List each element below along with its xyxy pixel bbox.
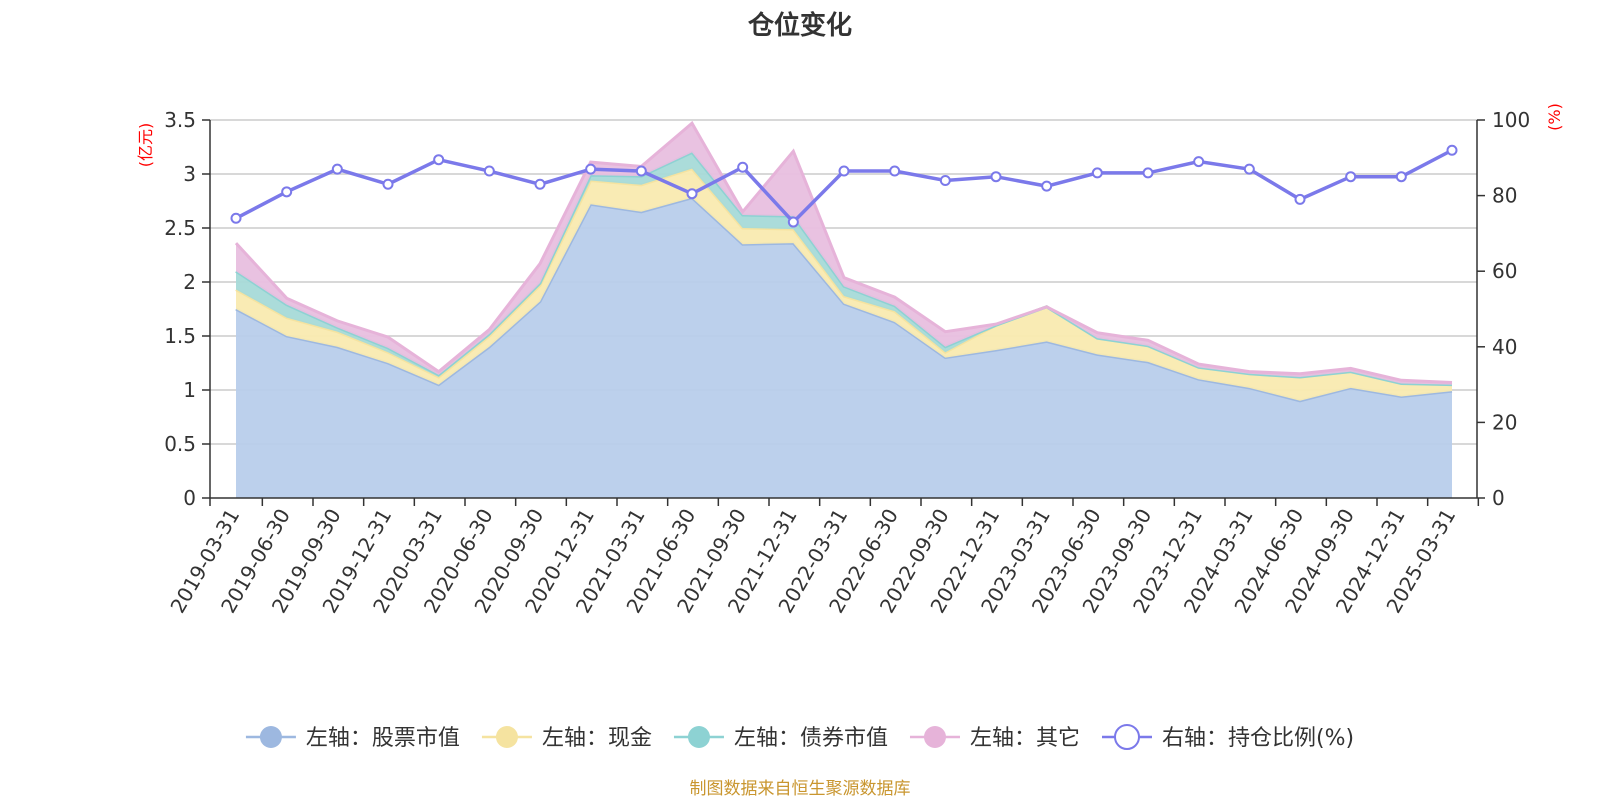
ratio-point[interactable] [1446,144,1458,156]
legend-marker [923,726,946,748]
right-tick-label: 40 [1492,335,1517,359]
right-tick-label: 100 [1492,108,1530,132]
ratio-point[interactable] [1243,163,1255,175]
stacked-areas [234,120,1453,498]
right-axis-unit: (%) [1545,103,1564,131]
ratio-point[interactable] [382,178,394,190]
ratio-point[interactable] [433,154,445,166]
right-tick-label: 80 [1492,184,1517,208]
legend-item-1[interactable]: 左轴：现金 [481,726,652,751]
left-tick-label: 0 [183,486,196,510]
ratio-point[interactable] [1395,171,1407,183]
left-tick-label: 0.5 [164,432,196,456]
ratio-point[interactable] [1294,193,1306,205]
left-tick-label: 2.5 [164,216,196,240]
ratio-line [235,148,1453,225]
legend-marker [1113,724,1140,750]
ratio-point[interactable] [534,178,546,190]
ratio-line-layer [230,144,1458,228]
legend-item-3[interactable]: 左轴：其它 [909,726,1080,751]
ratio-point[interactable] [787,216,799,228]
legend-item-4[interactable]: 右轴：持仓比例(%) [1101,724,1354,751]
left-tick-label: 2 [183,270,196,294]
ratio-point[interactable] [686,188,698,200]
ratio-point[interactable] [1193,156,1205,168]
ratio-point[interactable] [939,174,951,186]
ratio-point[interactable] [635,165,647,177]
right-tick-label: 60 [1492,259,1517,283]
ratio-point[interactable] [585,163,597,175]
legend-label: 左轴：债券市值 [734,726,888,751]
ratio-point[interactable] [737,161,749,173]
ratio-point[interactable] [990,171,1002,183]
legend-marker [259,726,282,748]
left-tick-label: 1 [183,378,196,402]
legend-marker [687,726,710,748]
legend-label: 左轴：其它 [970,726,1080,751]
source-note: 制图数据来自恒生聚源数据库 [690,779,911,799]
legend-label: 右轴：持仓比例(%) [1162,726,1354,751]
legend-marker [495,726,518,748]
ratio-point[interactable] [331,163,343,175]
ratio-point[interactable] [889,165,901,177]
left-tick-label: 3 [183,162,196,186]
left-axis-unit: (亿元) [136,123,155,168]
legend-label: 左轴：股票市值 [306,726,460,751]
ratio-point[interactable] [281,186,293,198]
legend-item-2[interactable]: 左轴：债券市值 [673,726,888,751]
left-tick-label: 1.5 [164,324,196,348]
ratio-point[interactable] [1041,180,1053,192]
area-series-1 [236,168,1452,401]
chart-title: 仓位变化 [747,10,852,41]
ratio-point[interactable] [1142,167,1154,179]
legend-label: 左轴：现金 [542,726,652,751]
left-tick-label: 3.5 [164,108,196,132]
ratio-point[interactable] [838,165,850,177]
ratio-point[interactable] [483,165,495,177]
area-edge-3 [234,120,1453,384]
legend[interactable]: 左轴：股票市值 左轴：现金 左轴：债券市值 左轴：其它 右轴：持仓比例(%) [245,724,1354,751]
area-series-0 [236,197,1452,498]
right-tick-label: 0 [1492,486,1505,510]
legend-item-0[interactable]: 左轴：股票市值 [245,726,460,751]
ratio-point[interactable] [1091,167,1103,179]
ratio-point[interactable] [230,212,242,224]
right-tick-label: 20 [1492,410,1517,434]
ratio-point[interactable] [1345,171,1357,183]
